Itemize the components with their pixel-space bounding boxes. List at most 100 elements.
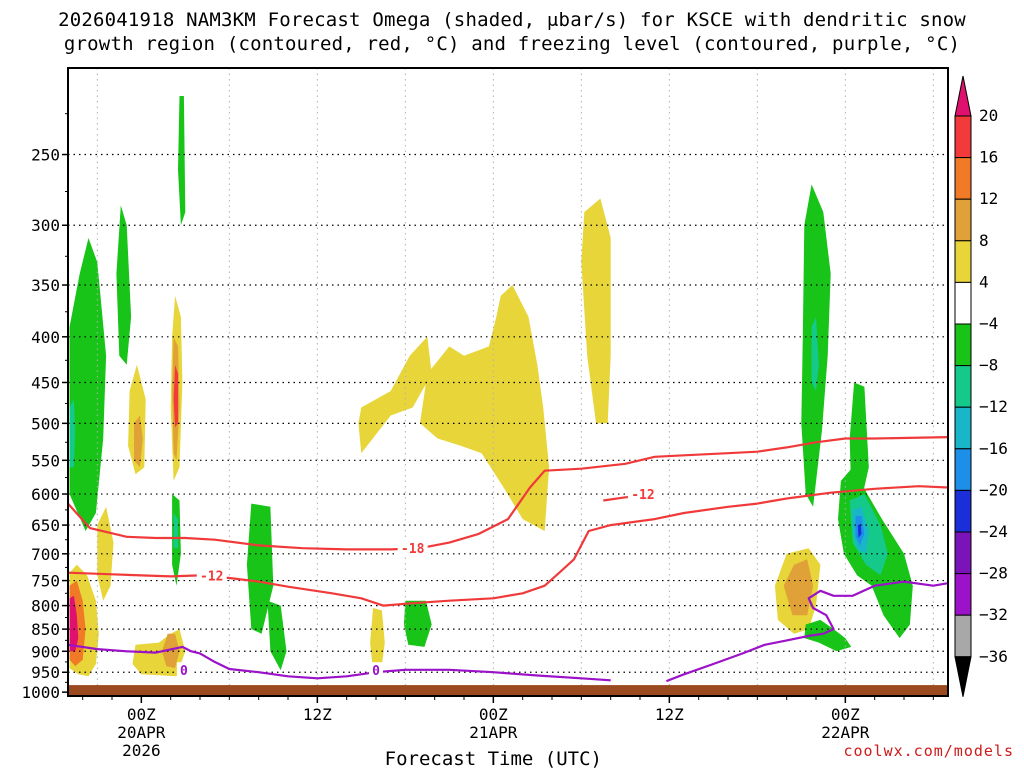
y-tick-label: 500 — [31, 414, 60, 433]
colorbar-legend: 20 16 12 8 4 −4 −8 −12 −16 −20 −24 −28 −32 −36 — [954, 75, 1008, 697]
colorbar-label: −20 — [979, 480, 1008, 499]
contour-label-bg — [196, 567, 227, 583]
omega-region-21 — [358, 336, 432, 454]
y-tick-label: 900 — [31, 642, 60, 661]
omega-region-0 — [69, 238, 107, 531]
omega-region-17 — [246, 503, 274, 634]
colorbar-label: −8 — [979, 356, 998, 375]
contour-label-bg — [397, 540, 428, 556]
y-tick-label: 650 — [31, 516, 60, 535]
x-tick-label: 12Z — [655, 705, 684, 724]
colorbar-label: 20 — [979, 106, 998, 125]
colorbar-label: 4 — [979, 272, 989, 291]
colorbar-label: −28 — [979, 564, 1008, 583]
omega-region-18 — [267, 600, 287, 671]
y-tick-label: 850 — [31, 620, 60, 639]
colorbar-swatch — [954, 157, 972, 200]
colorbar-swatch — [954, 198, 972, 242]
omega-region-30 — [849, 382, 869, 507]
ground-fill — [68, 685, 948, 696]
colorbar-swatch — [954, 406, 972, 450]
colorbar-label: −4 — [979, 314, 998, 333]
colorbar-swatch — [954, 323, 972, 367]
colorbar-arrow-bottom — [954, 656, 972, 697]
colorbar-swatch — [954, 240, 972, 283]
y-tick-label: 950 — [31, 663, 60, 682]
omega-region-19 — [370, 608, 385, 677]
omega-region-20 — [403, 600, 432, 647]
terrain-surface — [68, 685, 948, 696]
y-tick-label: 450 — [31, 373, 60, 392]
omega-shaded-regions — [69, 96, 913, 677]
omega-region-4 — [69, 595, 79, 652]
contour-line-4 — [666, 580, 949, 683]
colorbar-swatch — [954, 531, 972, 575]
colorbar-label: −32 — [979, 605, 1008, 624]
colorbar-label: −16 — [979, 439, 1008, 458]
chart-title-line1: 2026041918 NAM3KM Forecast Omega (shaded… — [58, 9, 966, 31]
colorbar-swatch — [954, 365, 972, 408]
contour-label: -12 — [200, 569, 223, 584]
chart-title-line2: growth region (contoured, red, °C) and f… — [63, 33, 961, 55]
colorbar-label: 12 — [979, 189, 998, 208]
omega-region-34 — [857, 523, 862, 538]
y-axis-pressure: 250 300 350 400 450 500 550 600 650 700 750 800 850 9… — [21, 113, 68, 702]
colorbar-label: 16 — [979, 148, 998, 167]
colorbar-label: 8 — [979, 231, 989, 250]
colorbar-swatch — [954, 489, 972, 533]
x-tick-label: 22APR — [821, 723, 870, 742]
y-tick-label: 800 — [31, 597, 60, 616]
y-tick-label: 600 — [31, 485, 60, 504]
x-tick-label: 12Z — [303, 705, 332, 724]
colorbar-swatch — [954, 573, 972, 616]
omega-region-11 — [173, 364, 178, 428]
contour-label-bg — [176, 662, 191, 678]
x-tick-label: 00Z — [831, 705, 860, 724]
contour-label: -18 — [401, 542, 425, 557]
omega-region-23 — [581, 198, 611, 424]
y-tick-label: 700 — [31, 545, 60, 564]
contour-line-0 — [67, 436, 949, 551]
y-tick-label: 350 — [31, 276, 60, 295]
contour-label: -12 — [631, 488, 654, 503]
contour-label: 0 — [372, 664, 380, 679]
colorbar-swatch — [954, 614, 972, 658]
x-tick-label: 2026 — [122, 741, 161, 760]
colorbar-swatch — [954, 281, 972, 325]
temperature-contours: -18 -12 -12 0 0 — [67, 436, 949, 683]
omega-region-1 — [69, 399, 76, 468]
y-tick-label: 550 — [31, 451, 60, 470]
colorbar-label: −36 — [979, 647, 1008, 666]
y-tick-label: 300 — [31, 216, 60, 235]
omega-region-25 — [811, 316, 819, 391]
colorbar-label: −24 — [979, 522, 1008, 541]
x-tick-label: 21APR — [469, 723, 518, 742]
omega-region-28 — [804, 619, 852, 652]
colorbar-label: −12 — [979, 397, 1008, 416]
omega-region-22 — [420, 285, 550, 531]
x-axis-label: Forecast Time (UTC) — [385, 748, 602, 768]
omega-region-6 — [97, 506, 114, 601]
omega-region-16 — [161, 633, 180, 669]
credit-link[interactable]: coolwx.com/models — [843, 742, 1014, 760]
x-tick-label: 00Z — [127, 705, 156, 724]
omega-region-12 — [178, 96, 186, 226]
y-tick-label: 250 — [31, 146, 60, 165]
contour-label: 0 — [180, 664, 188, 679]
colorbar-arrow-top — [954, 75, 972, 117]
contour-line-3 — [67, 643, 611, 682]
x-tick-label: 00Z — [479, 705, 508, 724]
y-tick-label: 400 — [31, 328, 60, 347]
y-tick-label: 1000 — [21, 683, 60, 702]
contour-label-bg — [627, 486, 658, 502]
x-tick-label: 20APR — [117, 723, 166, 742]
omega-region-27 — [783, 559, 814, 616]
colorbar-swatch — [954, 448, 972, 491]
omega-region-8 — [134, 415, 143, 468]
colorbar-swatch — [954, 115, 972, 159]
omega-region-14 — [173, 513, 178, 549]
contour-label-bg — [369, 662, 383, 678]
y-tick-label: 750 — [31, 572, 60, 591]
